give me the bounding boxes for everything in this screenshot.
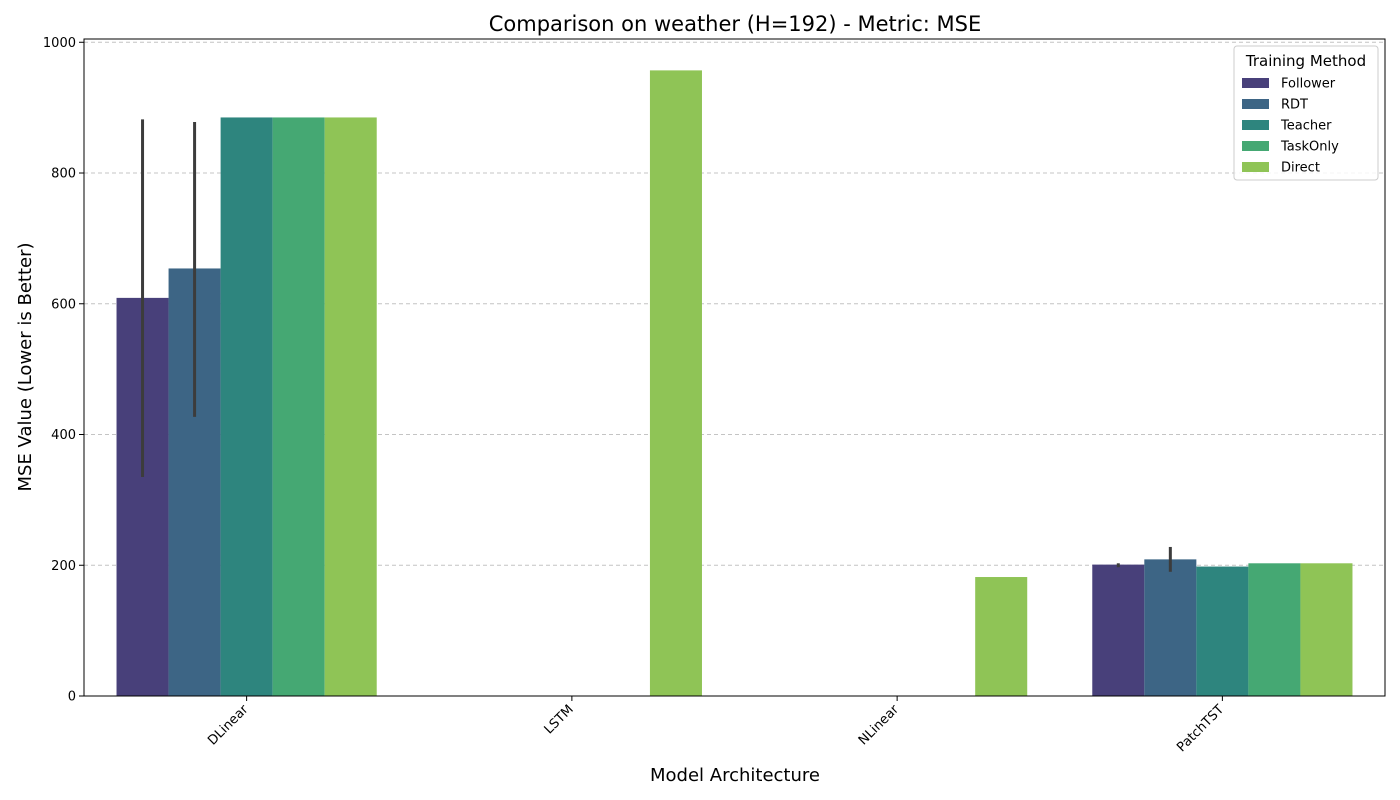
error-bars bbox=[141, 119, 1172, 572]
legend-label: Teacher bbox=[1280, 119, 1332, 134]
bar bbox=[220, 117, 273, 697]
y-axis-ticks: 0 200 400 600 800 1000 bbox=[43, 36, 84, 705]
legend-title: Training Method bbox=[1245, 52, 1366, 70]
x-tick-label: NLinear bbox=[856, 702, 903, 749]
legend-swatch bbox=[1242, 120, 1269, 130]
y-tick-label: 200 bbox=[51, 559, 76, 574]
bar bbox=[1300, 563, 1353, 696]
legend-label: TaskOnly bbox=[1280, 140, 1339, 155]
y-tick-label: 400 bbox=[51, 428, 76, 443]
legend-label: Direct bbox=[1281, 161, 1320, 176]
legend-swatch bbox=[1242, 162, 1269, 172]
x-axis-title: Model Architecture bbox=[650, 765, 820, 786]
plot-frame bbox=[83, 38, 1386, 697]
bars bbox=[116, 70, 1353, 697]
bar bbox=[1248, 563, 1301, 696]
legend-label: Follower bbox=[1281, 77, 1336, 92]
bar bbox=[975, 577, 1028, 696]
bar bbox=[1196, 566, 1249, 696]
x-tick-label: DLinear bbox=[205, 702, 252, 749]
legend-label: RDT bbox=[1281, 98, 1308, 113]
y-tick-label: 600 bbox=[51, 297, 76, 312]
bar bbox=[1092, 564, 1145, 696]
bar bbox=[272, 117, 325, 697]
x-tick-label: LSTM bbox=[542, 702, 577, 737]
x-axis-ticks: DLinear LSTM NLinear PatchTST bbox=[205, 696, 1227, 755]
y-tick-label: 1000 bbox=[43, 36, 76, 51]
y-axis-title: MSE Value (Lower is Better) bbox=[15, 242, 36, 491]
legend-swatch bbox=[1242, 78, 1269, 88]
legend-swatch bbox=[1242, 141, 1269, 151]
y-tick-label: 0 bbox=[68, 690, 76, 705]
legend-items: Follower RDT Teacher TaskOnly Direct bbox=[1242, 77, 1339, 176]
bar bbox=[1144, 559, 1197, 696]
x-tick-label: PatchTST bbox=[1174, 702, 1227, 755]
y-tick-label: 800 bbox=[51, 167, 76, 182]
chart-title: Comparison on weather (H=192) - Metric: … bbox=[489, 12, 982, 36]
bar bbox=[324, 117, 377, 697]
legend: Training Method Follower RDT Teacher TaskOn… bbox=[1233, 45, 1379, 181]
legend-swatch bbox=[1242, 99, 1269, 109]
bar bbox=[649, 70, 702, 697]
legend-box bbox=[1233, 45, 1379, 181]
